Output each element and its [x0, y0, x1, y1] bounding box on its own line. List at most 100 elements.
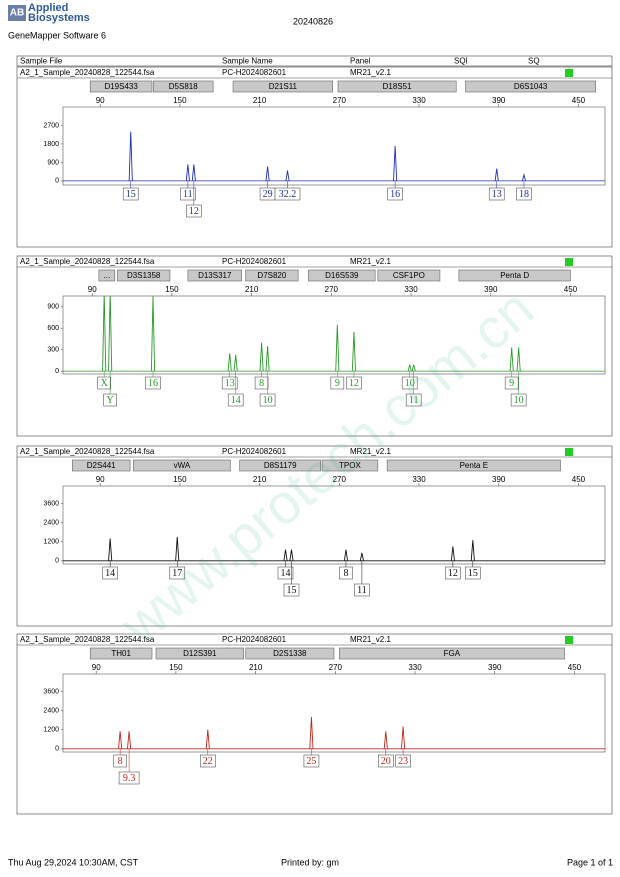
y-tick-label: 3600 — [43, 688, 59, 695]
x-tick-label: 330 — [404, 285, 418, 294]
allele-label: 10 — [263, 395, 273, 406]
peak — [102, 296, 107, 372]
peak — [494, 168, 499, 181]
marker-name: TH01 — [111, 649, 131, 658]
panel-frame — [16, 66, 613, 248]
marker-bin — [321, 459, 379, 472]
marker-name: D7S820 — [257, 271, 286, 280]
x-tick-label: 390 — [484, 285, 498, 294]
marker-bin — [239, 459, 322, 472]
allele-box — [504, 376, 519, 390]
y-tick-label: 2400 — [43, 707, 59, 714]
column-label: Panel — [350, 57, 371, 66]
allele-label: 22 — [203, 756, 213, 767]
peak — [411, 364, 416, 372]
marker-bin — [377, 269, 441, 282]
allele-label: X — [101, 378, 109, 389]
allele-box — [277, 566, 294, 580]
y-tick-label: 2700 — [43, 122, 59, 129]
sq-flag — [565, 636, 573, 644]
x-tick-label: 330 — [408, 663, 422, 672]
peak — [516, 347, 521, 372]
sample-name: PC-H2024082601 — [222, 257, 287, 266]
marker-name: D18S51 — [383, 82, 412, 91]
marker-name: Penta E — [460, 461, 488, 470]
sample-name: PC-H2024082601 — [222, 68, 287, 77]
allele-box — [465, 566, 481, 580]
allele-label: 9.3 — [123, 773, 136, 784]
peak — [175, 536, 180, 561]
allele-label: 8 — [259, 378, 264, 389]
footer-date: Thu Aug 29,2024 10:30AM, CST — [8, 857, 139, 867]
peak — [401, 726, 406, 749]
x-tick-label: 270 — [333, 475, 347, 484]
peak — [265, 346, 270, 372]
panel-name: MR21_v2.1 — [350, 257, 391, 266]
y-tick-label: 3600 — [43, 500, 59, 507]
sample-file: A2_1_Sample_20240828_122544.fsa — [20, 68, 155, 77]
footer-user: Printed by: gm — [281, 857, 339, 867]
y-tick-label: 1200 — [43, 727, 59, 734]
allele-box — [113, 754, 127, 768]
column-label: Sample Name — [222, 57, 273, 66]
marker-bin — [339, 647, 565, 660]
allele-box — [330, 376, 345, 390]
sample-file: A2_1_Sample_20240828_122544.fsa — [20, 257, 155, 266]
marker-name: D6S1043 — [514, 82, 548, 91]
date: 20240826 — [293, 16, 333, 26]
allele-box — [227, 393, 244, 407]
peak — [450, 546, 455, 561]
y-tick-label: 900 — [47, 159, 59, 166]
peak — [128, 131, 133, 181]
allele-box — [118, 771, 140, 785]
x-tick-label: 270 — [329, 663, 343, 672]
allele-label: 15 — [286, 585, 296, 596]
marker-bin — [155, 647, 244, 660]
logo-box — [8, 5, 26, 21]
marker-name: D19S433 — [104, 82, 138, 91]
marker-bin — [117, 269, 171, 282]
allele-label: 11 — [183, 189, 193, 200]
allele-label: 12 — [189, 206, 199, 217]
marker-bin — [187, 269, 242, 282]
allele-box — [122, 187, 139, 201]
allele-box — [254, 376, 269, 390]
peak — [521, 172, 527, 182]
peak — [335, 324, 340, 372]
y-tick-label: 300 — [47, 347, 59, 354]
marker-bin — [337, 80, 457, 93]
peak — [407, 364, 412, 372]
panel-name: MR21_v2.1 — [350, 68, 391, 77]
peak — [265, 166, 270, 181]
allele-label: 13 — [225, 378, 235, 389]
peak — [205, 729, 210, 749]
allele-box — [303, 754, 320, 768]
marker-bin — [153, 80, 214, 93]
y-tick-label: 0 — [55, 558, 59, 565]
x-tick-label: 90 — [96, 475, 105, 484]
allele-box — [395, 754, 411, 768]
peak — [259, 342, 264, 372]
peak — [470, 540, 475, 561]
peak — [393, 145, 398, 181]
allele-label: 9 — [509, 378, 514, 389]
x-tick-label: 150 — [173, 96, 187, 105]
marker-name: D12S391 — [183, 649, 217, 658]
allele-label: 14 — [231, 395, 241, 406]
y-tick-label: 0 — [55, 368, 59, 375]
allele-box — [145, 376, 161, 390]
y-tick-label: 600 — [47, 325, 59, 332]
x-tick-label: 450 — [572, 475, 586, 484]
marker-name: vWA — [174, 461, 191, 470]
allele-label: 15 — [468, 568, 478, 579]
allele-box — [378, 754, 394, 768]
x-tick-label: 90 — [92, 663, 101, 672]
allele-label: 14 — [281, 568, 291, 579]
peak — [150, 296, 156, 372]
allele-label: 32.2 — [279, 189, 297, 200]
allele-label: 18 — [519, 189, 529, 200]
allele-label: 12 — [448, 568, 458, 579]
logo-text: Applied Biosystems — [28, 3, 90, 24]
allele-box — [346, 376, 362, 390]
x-tick-label: 210 — [253, 475, 267, 484]
